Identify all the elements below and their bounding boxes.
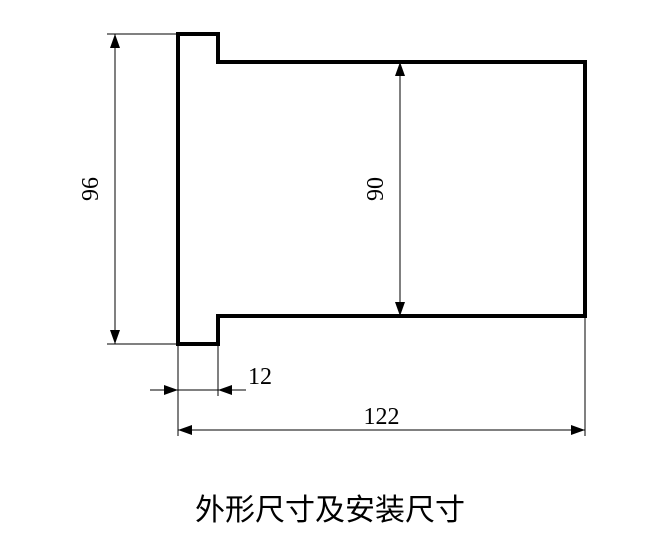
dim-flange-depth-12: 12 bbox=[150, 344, 272, 396]
dim-label-12: 12 bbox=[248, 364, 272, 390]
dim-overall-height-96: 96 bbox=[78, 34, 178, 344]
caption: 外形尺寸及安装尺寸 bbox=[195, 494, 465, 527]
dim-label-90: 90 bbox=[363, 177, 389, 201]
dim-overall-depth-122: 122 bbox=[178, 316, 585, 436]
dim-body-height-90: 90 bbox=[363, 62, 405, 316]
dim-label-122: 122 bbox=[364, 404, 400, 430]
dim-label-96: 96 bbox=[78, 177, 104, 201]
